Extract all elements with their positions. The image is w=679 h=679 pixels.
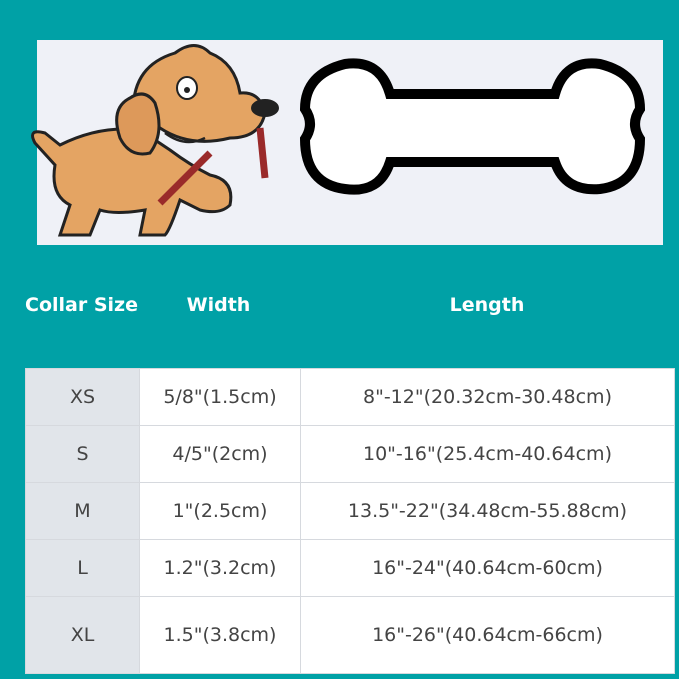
header-width: Width	[186, 294, 251, 316]
width-cell: 4/5"(2cm)	[139, 425, 301, 483]
size-cell: XL	[25, 596, 140, 674]
width-cell: 1"(2.5cm)	[139, 482, 301, 540]
length-cell: 16"-26"(40.64cm-66cm)	[300, 596, 675, 674]
length-cell: 16"-24"(40.64cm-60cm)	[300, 539, 675, 597]
size-cell: M	[25, 482, 140, 540]
size-cell: L	[25, 539, 140, 597]
table-row: XL 1.5"(3.8cm) 16"-26"(40.64cm-66cm)	[25, 596, 675, 674]
size-cell: XS	[25, 368, 140, 426]
table-row: M 1"(2.5cm) 13.5"-22"(34.48cm-55.88cm)	[25, 482, 675, 540]
header-length: Length	[449, 294, 525, 316]
table-row: XS 5/8"(1.5cm) 8"-12"(20.32cm-30.48cm)	[25, 368, 675, 426]
width-cell: 5/8"(1.5cm)	[139, 368, 301, 426]
bone-icon	[299, 58, 646, 195]
width-cell: 1.2"(3.2cm)	[139, 539, 301, 597]
width-cell: 1.5"(3.8cm)	[139, 596, 301, 674]
table-row: L 1.2"(3.2cm) 16"-24"(40.64cm-60cm)	[25, 539, 675, 597]
length-cell: 13.5"-22"(34.48cm-55.88cm)	[300, 482, 675, 540]
length-cell: 10"-16"(25.4cm-40.64cm)	[300, 425, 675, 483]
header-collar-size: Collar Size	[25, 294, 138, 316]
table-row: S 4/5"(2cm) 10"-16"(25.4cm-40.64cm)	[25, 425, 675, 483]
length-cell: 8"-12"(20.32cm-30.48cm)	[300, 368, 675, 426]
size-cell: S	[25, 425, 140, 483]
size-table: XS 5/8"(1.5cm) 8"-12"(20.32cm-30.48cm) S 4/…	[25, 368, 675, 674]
dog-illustration-icon	[31, 44, 279, 237]
